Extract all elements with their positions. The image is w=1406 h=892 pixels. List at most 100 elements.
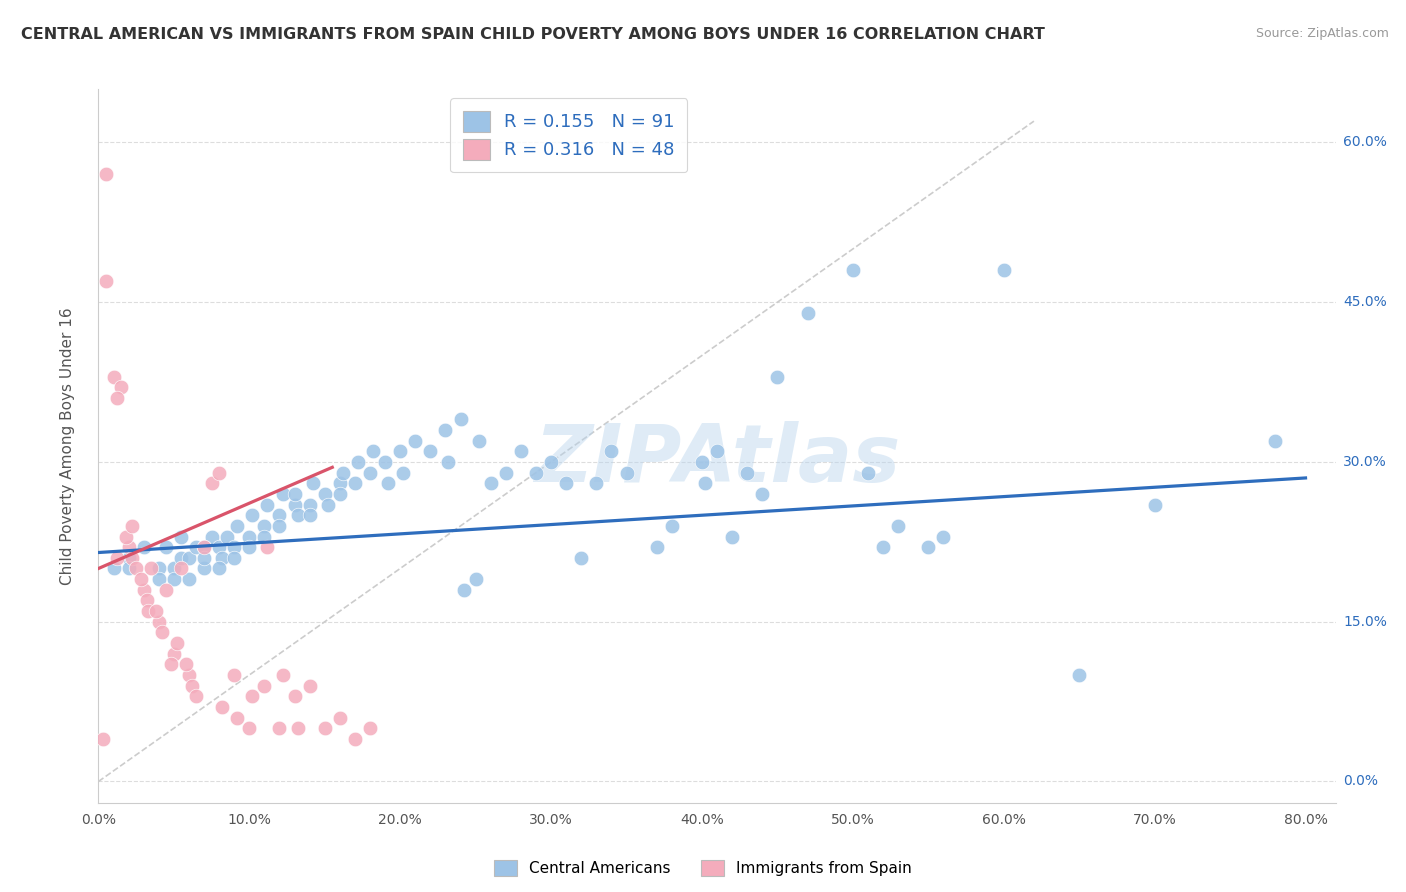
Point [166,636,188,650]
Point [224,540,246,554]
Legend: R = 0.155   N = 91, R = 0.316   N = 48: R = 0.155 N = 91, R = 0.316 N = 48 [450,98,688,172]
Point [585,476,607,491]
Point [343,476,366,491]
Point [238,721,260,735]
Point [359,466,381,480]
Point [224,668,246,682]
Point [177,550,200,565]
Point [287,508,309,523]
Point [129,572,152,586]
Point [766,369,789,384]
Point [253,519,276,533]
Point [193,561,215,575]
Point [298,679,321,693]
Point [148,561,170,575]
Point [240,690,263,704]
Point [91,731,114,746]
Point [329,476,352,491]
Point [872,540,894,554]
Y-axis label: Child Poverty Among Boys Under 16: Child Poverty Among Boys Under 16 [60,307,75,585]
Point [735,466,758,480]
Text: ZIPAtlas: ZIPAtlas [534,421,900,500]
Point [160,657,183,672]
Point [917,540,939,554]
Point [170,561,193,575]
Point [392,466,415,480]
Point [121,550,143,565]
Point [103,561,125,575]
Point [359,721,381,735]
Point [215,529,238,543]
Point [645,540,668,554]
Point [329,710,352,724]
Point [269,519,291,533]
Point [110,380,132,394]
Point [856,466,879,480]
Point [121,519,143,533]
Point [437,455,460,469]
Point [132,582,155,597]
Point [1264,434,1286,448]
Point [163,572,186,586]
Point [347,455,370,469]
Point [200,529,222,543]
Point [419,444,441,458]
Point [706,444,728,458]
Point [332,466,354,480]
Text: CENTRAL AMERICAN VS IMMIGRANTS FROM SPAIN CHILD POVERTY AMONG BOYS UNDER 16 CORR: CENTRAL AMERICAN VS IMMIGRANTS FROM SPAI… [21,27,1045,42]
Point [284,498,307,512]
Point [117,540,139,554]
Text: Source: ZipAtlas.com: Source: ZipAtlas.com [1256,27,1389,40]
Point [155,582,177,597]
Point [208,466,231,480]
Point [842,263,865,277]
Point [796,306,818,320]
Point [193,550,215,565]
Text: 30.0%: 30.0% [1343,455,1386,469]
Point [103,369,125,384]
Point [450,412,472,426]
Point [569,550,592,565]
Point [211,550,233,565]
Point [434,423,457,437]
Text: 45.0%: 45.0% [1343,295,1386,310]
Point [314,487,336,501]
Point [208,561,231,575]
Point [467,434,489,448]
Point [224,550,246,565]
Point [117,550,139,565]
Point [148,572,170,586]
Point [238,540,260,554]
Point [226,710,249,724]
Point [181,679,204,693]
Point [887,519,910,533]
Point [377,476,399,491]
Point [94,274,117,288]
Point [600,444,623,458]
Point [693,476,716,491]
Point [298,498,321,512]
Point [495,466,517,480]
Point [141,561,163,575]
Point [240,508,263,523]
Point [253,529,276,543]
Point [993,263,1015,277]
Point [540,455,562,469]
Point [145,604,167,618]
Point [105,550,128,565]
Point [690,455,713,469]
Point [287,721,309,735]
Point [186,690,208,704]
Point [193,540,215,554]
Point [208,540,231,554]
Point [136,604,159,618]
Point [453,582,475,597]
Point [284,690,307,704]
Point [721,529,744,543]
Text: 60.0%: 60.0% [1343,136,1388,150]
Point [316,498,339,512]
Point [932,529,955,543]
Point [524,466,547,480]
Point [361,444,384,458]
Point [271,487,294,501]
